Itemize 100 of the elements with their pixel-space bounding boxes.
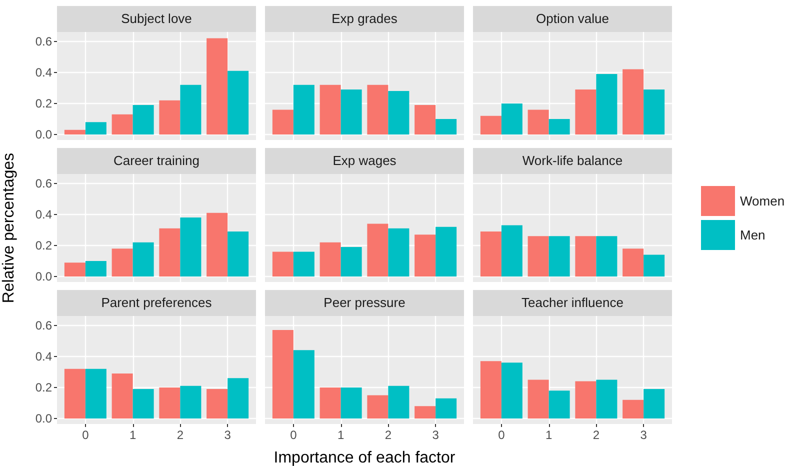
bar <box>367 395 388 419</box>
bar <box>480 116 502 135</box>
x-tick-label: 0 <box>82 428 90 442</box>
chart-title: Teacher influence <box>473 290 672 316</box>
bar <box>206 38 228 135</box>
y-tick-label: 0.2 <box>35 96 52 110</box>
bar <box>320 242 341 277</box>
bar <box>159 100 180 135</box>
bar <box>132 105 154 135</box>
bar <box>644 89 665 135</box>
x-tick-label: 3 <box>640 428 648 442</box>
bar <box>528 110 549 135</box>
bar <box>414 234 436 277</box>
legend-label: Women <box>740 194 785 208</box>
bar <box>501 225 522 277</box>
bar <box>340 387 362 419</box>
bar <box>436 119 457 135</box>
bar <box>293 84 314 135</box>
chart-title: Work-life balance <box>473 148 672 174</box>
y-tick-label: 0.4 <box>35 207 52 222</box>
bar <box>272 110 294 135</box>
bar <box>180 386 202 419</box>
bar <box>436 226 457 277</box>
bar <box>293 252 314 277</box>
bar <box>388 386 410 419</box>
bar <box>206 212 228 277</box>
bar <box>548 236 570 277</box>
x-tick-label: 0 <box>290 428 298 442</box>
y-tick-label: 0.6 <box>35 176 52 190</box>
bar <box>132 389 154 419</box>
bar <box>501 362 522 419</box>
x-tick-label: 2 <box>176 428 184 442</box>
bar <box>320 84 341 135</box>
bar <box>228 378 249 419</box>
chart-title: Parent preferences <box>57 290 256 316</box>
x-tick-label: 1 <box>129 428 136 442</box>
bar <box>622 400 644 419</box>
legend-label: Men <box>740 228 766 242</box>
bar <box>596 380 618 419</box>
chart-title: Exp wages <box>265 148 464 174</box>
y-axis-title: Relative percentages <box>0 152 18 304</box>
bar <box>596 236 618 277</box>
bar <box>367 224 388 277</box>
bar <box>388 228 410 277</box>
bar <box>340 247 362 277</box>
bar <box>548 390 570 419</box>
bar <box>293 350 314 419</box>
bar <box>596 74 618 135</box>
y-tick-label: 0.6 <box>35 318 52 332</box>
y-tick-label: 0.0 <box>35 270 52 284</box>
bar <box>575 89 596 135</box>
bar <box>112 373 133 419</box>
bar <box>85 122 106 135</box>
bar <box>367 84 388 135</box>
y-tick-label: 0.4 <box>35 65 52 80</box>
bar <box>480 231 502 277</box>
chart-title: Peer pressure <box>265 290 464 316</box>
bar <box>85 368 106 419</box>
bar <box>340 89 362 135</box>
x-tick-label: 0 <box>498 428 506 442</box>
y-tick-label: 0.0 <box>35 412 52 426</box>
x-tick-label: 3 <box>224 428 232 442</box>
chart-title: Option value <box>473 6 672 32</box>
bar <box>414 105 436 135</box>
bar <box>132 242 154 277</box>
chart-title: Exp grades <box>265 6 464 32</box>
bar <box>575 236 596 277</box>
bar <box>320 387 341 419</box>
bar <box>272 330 294 419</box>
bar <box>64 368 86 419</box>
bar <box>575 381 596 419</box>
x-tick-label: 3 <box>432 428 440 442</box>
x-tick-label: 1 <box>545 428 552 442</box>
bar <box>501 103 522 135</box>
bar <box>414 406 436 419</box>
y-tick-label: 0.6 <box>35 34 52 48</box>
bar <box>528 380 549 419</box>
bar <box>112 248 133 277</box>
y-tick-label: 0.2 <box>35 380 52 394</box>
bar <box>548 119 570 135</box>
bar <box>85 261 106 277</box>
bar <box>528 236 549 277</box>
bar <box>159 387 180 419</box>
bar <box>112 114 133 135</box>
bar <box>228 70 249 135</box>
x-tick-label: 1 <box>337 428 344 442</box>
bar <box>272 252 294 277</box>
chart-title: Subject love <box>57 6 256 32</box>
y-tick-label: 0.2 <box>35 238 52 252</box>
x-tick-label: 2 <box>384 428 392 442</box>
bar <box>644 254 665 277</box>
y-tick-label: 0.0 <box>35 128 52 142</box>
bar <box>622 248 644 277</box>
bar <box>622 69 644 135</box>
y-tick-label: 0.4 <box>35 349 52 364</box>
bar <box>206 389 228 419</box>
bar <box>64 262 86 277</box>
bar <box>64 130 86 135</box>
bar <box>180 84 202 135</box>
bar <box>159 228 180 277</box>
